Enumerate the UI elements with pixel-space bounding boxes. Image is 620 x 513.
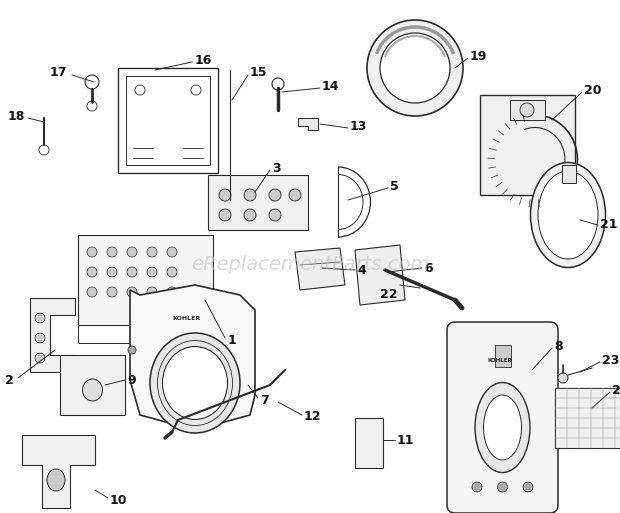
Text: 16: 16 [195, 53, 213, 67]
Text: 21: 21 [600, 219, 618, 231]
FancyBboxPatch shape [447, 322, 558, 513]
Text: 17: 17 [50, 67, 68, 80]
Circle shape [167, 287, 177, 297]
Circle shape [289, 189, 301, 201]
Text: 19: 19 [470, 49, 487, 63]
Text: 4: 4 [357, 264, 366, 277]
Bar [495, 345, 510, 367]
Circle shape [107, 267, 117, 277]
Circle shape [128, 346, 136, 354]
Circle shape [107, 287, 117, 297]
Bar [355, 418, 383, 468]
Circle shape [219, 189, 231, 201]
Circle shape [147, 267, 157, 277]
Text: 2: 2 [5, 373, 14, 386]
Text: 11: 11 [397, 433, 415, 446]
Circle shape [523, 482, 533, 492]
Circle shape [219, 209, 231, 221]
Circle shape [520, 103, 534, 117]
Circle shape [367, 20, 463, 116]
Text: 9: 9 [127, 373, 136, 386]
Circle shape [87, 267, 97, 277]
Polygon shape [22, 435, 95, 508]
Bar [78, 325, 213, 343]
Circle shape [269, 189, 281, 201]
Polygon shape [30, 298, 75, 372]
Circle shape [558, 373, 568, 383]
Bar [510, 100, 545, 120]
Circle shape [497, 482, 508, 492]
Circle shape [269, 209, 281, 221]
Text: 3: 3 [272, 162, 281, 174]
Polygon shape [355, 245, 405, 305]
Ellipse shape [162, 346, 228, 420]
Text: KOHLER: KOHLER [487, 358, 512, 363]
Ellipse shape [475, 383, 530, 472]
Polygon shape [130, 285, 255, 430]
Bar [555, 388, 620, 448]
Text: 24: 24 [612, 384, 620, 397]
Text: 12: 12 [304, 410, 322, 424]
Polygon shape [298, 118, 318, 130]
Ellipse shape [47, 469, 65, 491]
Text: 7: 7 [260, 393, 268, 406]
Bar [208, 175, 308, 230]
Text: 5: 5 [390, 180, 399, 192]
Text: 23: 23 [602, 353, 619, 366]
Text: 6: 6 [424, 262, 433, 274]
Circle shape [167, 267, 177, 277]
Text: 10: 10 [110, 494, 128, 506]
Text: 20: 20 [584, 84, 601, 96]
Circle shape [35, 313, 45, 323]
Ellipse shape [150, 333, 240, 433]
Circle shape [472, 482, 482, 492]
Circle shape [127, 247, 137, 257]
Text: 14: 14 [322, 80, 340, 92]
Text: 1: 1 [228, 333, 237, 346]
Text: 22: 22 [380, 288, 397, 302]
Circle shape [127, 267, 137, 277]
Text: 15: 15 [250, 67, 267, 80]
Circle shape [380, 33, 450, 103]
Bar [60, 355, 125, 415]
Circle shape [244, 209, 256, 221]
Ellipse shape [531, 163, 606, 267]
Circle shape [127, 287, 137, 297]
Text: 13: 13 [350, 120, 368, 132]
Bar [480, 95, 575, 195]
Circle shape [87, 247, 97, 257]
Text: 18: 18 [8, 109, 25, 123]
Bar [126, 76, 210, 165]
Circle shape [87, 287, 97, 297]
Circle shape [147, 247, 157, 257]
Bar [78, 235, 213, 325]
Polygon shape [295, 248, 345, 290]
Ellipse shape [484, 395, 521, 460]
Circle shape [35, 333, 45, 343]
Text: eReplacementParts.com: eReplacementParts.com [191, 255, 429, 274]
Text: KOHLER: KOHLER [172, 315, 200, 321]
Bar [118, 68, 218, 173]
Text: 8: 8 [554, 340, 562, 352]
Circle shape [107, 247, 117, 257]
Circle shape [244, 189, 256, 201]
Ellipse shape [538, 171, 598, 259]
Bar [562, 165, 576, 183]
Circle shape [35, 353, 45, 363]
Ellipse shape [82, 379, 102, 401]
Circle shape [167, 247, 177, 257]
Circle shape [147, 287, 157, 297]
